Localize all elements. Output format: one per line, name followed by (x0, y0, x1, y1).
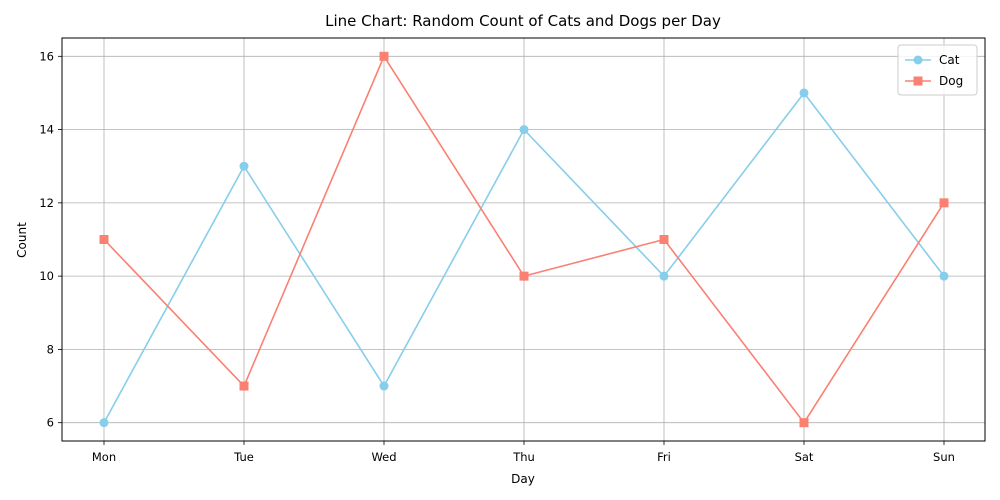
data-point-cat (239, 161, 249, 171)
x-tick-label: Sat (795, 450, 814, 464)
x-tick-label: Fri (657, 450, 671, 464)
x-tick-label: Mon (92, 450, 116, 464)
x-tick-label: Sun (933, 450, 955, 464)
data-point-dog (939, 198, 949, 208)
x-tick-label: Tue (233, 450, 254, 464)
x-axis-ticks: Mon Tue Wed Thu Fri Sat Sun (92, 441, 955, 464)
data-point-dog (799, 418, 809, 428)
data-point-cat (99, 418, 109, 428)
y-axis-label: Count (15, 222, 29, 258)
x-tick-label: Wed (371, 450, 396, 464)
legend-marker-dog (913, 76, 923, 86)
data-point-dog (379, 51, 389, 61)
data-point-cat (519, 125, 529, 135)
legend-label-cat: Cat (939, 53, 960, 67)
data-point-cat (799, 88, 809, 98)
y-tick-label: 14 (39, 123, 54, 137)
y-tick-label: 6 (47, 416, 54, 430)
data-point-dog (659, 235, 669, 244)
data-point-dog (239, 381, 249, 391)
legend-item-cat: Cat (905, 53, 960, 67)
legend-label-dog: Dog (939, 74, 963, 88)
legend: Cat Dog (897, 44, 978, 96)
x-axis-label: Day (511, 472, 535, 486)
data-point-cat (379, 381, 389, 391)
series-cat (99, 88, 949, 428)
legend-item-dog: Dog (905, 74, 963, 88)
legend-box (897, 44, 978, 96)
grid-lines (62, 38, 985, 441)
series-dog (99, 51, 949, 428)
y-tick-label: 12 (39, 196, 54, 210)
y-tick-label: 10 (39, 269, 54, 283)
series-layer (99, 51, 949, 428)
y-tick-label: 16 (39, 49, 54, 63)
plot-area-frame (61, 37, 986, 442)
data-point-dog (519, 271, 529, 281)
data-point-cat (939, 271, 949, 281)
y-tick-label: 8 (47, 342, 54, 356)
data-point-dog (99, 235, 109, 244)
chart-title: Line Chart: Random Count of Cats and Dog… (325, 12, 721, 30)
data-point-cat (659, 271, 669, 281)
x-tick-label: Thu (512, 450, 535, 464)
legend-marker-cat (913, 55, 923, 65)
y-axis-ticks: 6 8 10 12 14 16 (39, 49, 62, 430)
